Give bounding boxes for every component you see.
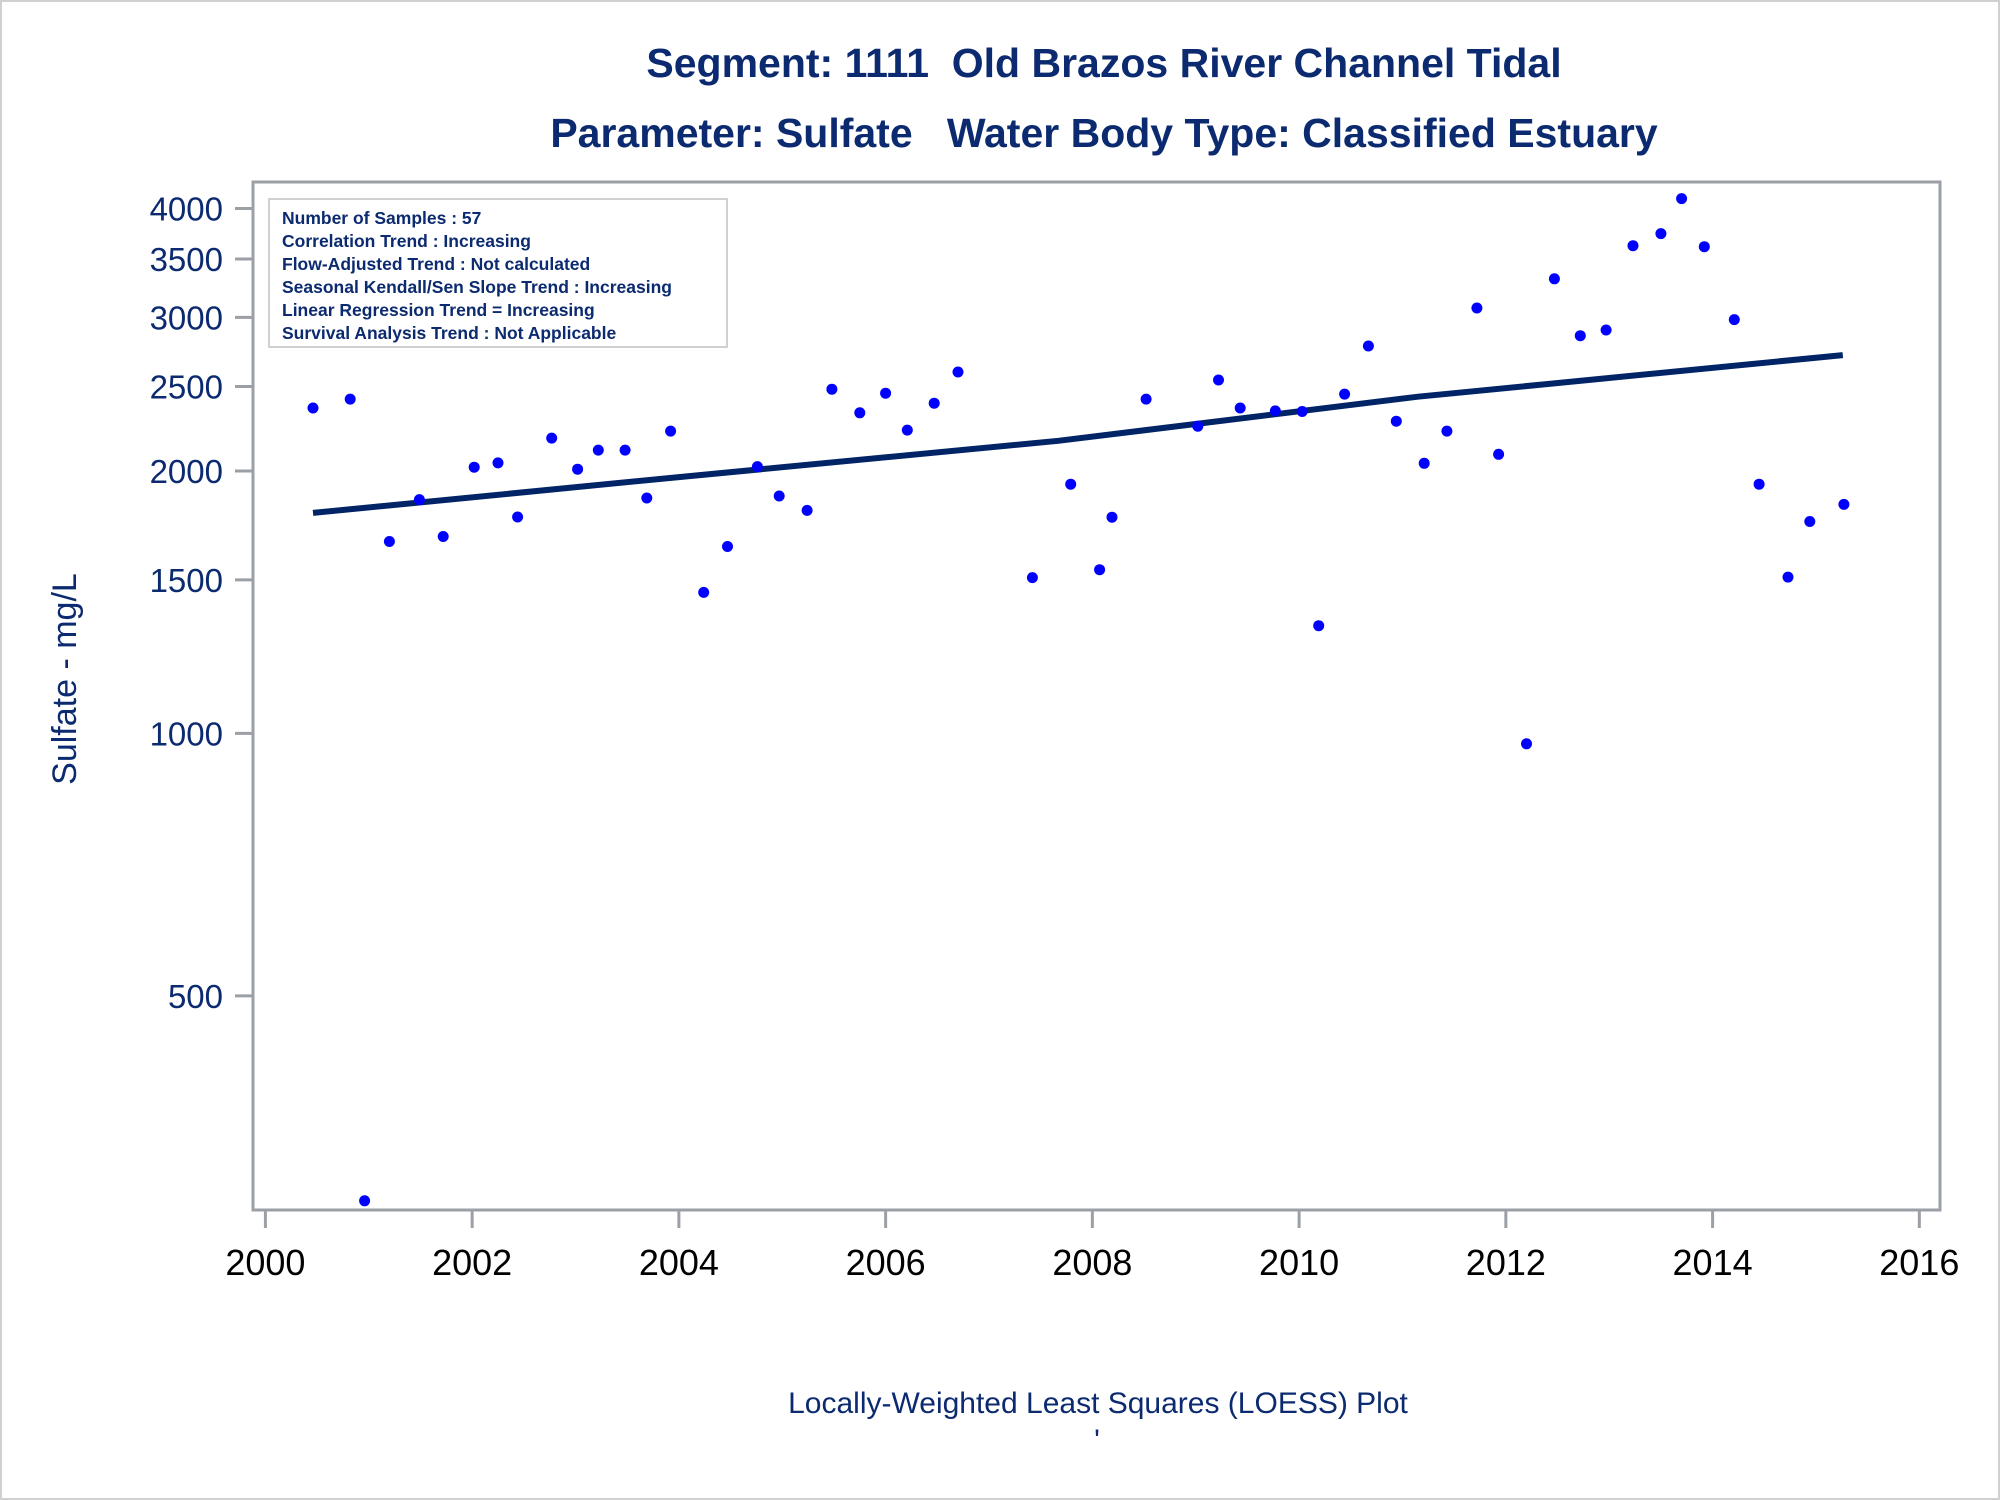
data-point — [359, 1195, 371, 1207]
data-point — [773, 490, 785, 502]
data-point — [1441, 425, 1453, 437]
x-tick-label: 2002 — [432, 1242, 512, 1283]
data-point — [1655, 228, 1667, 240]
y-tick-label: 3000 — [150, 299, 223, 336]
data-point — [1192, 420, 1204, 432]
data-point — [1574, 330, 1586, 342]
y-axis-label: Sulfate - mg/L — [46, 573, 84, 785]
data-point — [854, 407, 866, 419]
stat-linear-regression-trend: Linear Regression Trend = Increasing — [282, 300, 595, 320]
data-point — [1627, 240, 1639, 252]
data-point — [1094, 564, 1106, 576]
y-tick-label: 2000 — [150, 453, 223, 490]
stat-seasonal-kendall-trend: Seasonal Kendall/Sen Slope Trend : Incre… — [282, 277, 672, 297]
data-point — [619, 444, 631, 456]
data-point — [383, 536, 395, 547]
data-point — [880, 387, 892, 399]
data-point — [546, 432, 558, 444]
stat-number-of-samples: Number of Samples : 57 — [282, 208, 482, 228]
x-tick-label: 2000 — [225, 1242, 305, 1283]
data-point — [952, 366, 964, 378]
data-point — [1339, 388, 1351, 400]
data-point — [1471, 302, 1483, 314]
y-tick-label: 3500 — [150, 241, 223, 278]
x-tick-label: 2010 — [1259, 1242, 1339, 1283]
data-point — [698, 586, 710, 598]
y-tick-label: 500 — [168, 978, 223, 1015]
data-point — [1296, 406, 1308, 417]
data-point — [1418, 457, 1430, 469]
data-point — [801, 504, 813, 516]
data-point — [1065, 478, 1077, 490]
x-axis: 2000 2002 2004 2006 2008 2010 2012 2014 2016 — [225, 1210, 1959, 1283]
data-point — [592, 444, 604, 456]
data-point — [1838, 498, 1850, 510]
footnote-caption: Locally-Weighted Least Squares (LOESS) P… — [788, 1387, 1408, 1420]
plot-border — [251, 180, 1942, 1212]
data-point — [1804, 516, 1816, 527]
chart-title-line-1: Segment: 1111 Old Brazos River Channel T… — [646, 40, 1562, 86]
trend-stats-box: Number of Samples : 57 Correlation Trend… — [268, 198, 728, 348]
data-point — [572, 463, 584, 475]
data-point — [1140, 393, 1152, 405]
x-tick-label: 2016 — [1879, 1242, 1959, 1283]
x-tick-label: 2012 — [1466, 1242, 1546, 1283]
data-point — [1782, 571, 1794, 583]
data-points — [307, 193, 1850, 1207]
y-tick-label: 1500 — [150, 562, 223, 599]
footnote-mark: ' — [1094, 1424, 1100, 1457]
data-point — [468, 461, 480, 473]
data-point — [1213, 374, 1224, 386]
data-point — [665, 425, 677, 437]
data-point — [307, 402, 319, 414]
x-tick-label: 2014 — [1673, 1242, 1753, 1283]
y-tick-label: 2500 — [150, 368, 223, 405]
y-tick-label: 4000 — [150, 191, 223, 228]
data-point — [641, 492, 653, 504]
data-point — [1234, 402, 1246, 414]
data-point — [437, 531, 449, 542]
data-point — [751, 461, 763, 473]
stat-correlation-trend: Correlation Trend : Increasing — [282, 231, 531, 251]
data-point — [1676, 193, 1688, 205]
data-point — [1698, 241, 1710, 253]
data-point — [512, 511, 524, 523]
data-point — [492, 457, 504, 469]
data-point — [1493, 448, 1505, 460]
data-point — [1548, 273, 1560, 285]
plot-area — [251, 180, 1942, 1212]
y-axis: 500 1000 1500 2000 2500 3000 3500 4000 — [150, 191, 253, 1015]
x-tick-label: 2004 — [639, 1242, 719, 1283]
x-tick-label: 2006 — [846, 1242, 926, 1283]
data-point — [413, 494, 425, 506]
chart-title-line-2: Parameter: Sulfate Water Body Type: Clas… — [550, 110, 1658, 156]
stat-flow-adjusted-trend: Flow-Adjusted Trend : Not calculated — [282, 254, 591, 274]
data-point — [1362, 340, 1374, 352]
data-point — [1728, 314, 1740, 326]
data-point — [1390, 415, 1402, 427]
data-point — [1753, 478, 1765, 490]
stat-survival-analysis-trend: Survival Analysis Trend : Not Applicable — [282, 323, 617, 343]
data-point — [1106, 511, 1118, 523]
data-point — [1600, 324, 1612, 336]
data-point — [344, 393, 356, 405]
loess-trend-line — [312, 352, 1844, 516]
data-point — [901, 424, 913, 436]
data-point — [722, 541, 733, 552]
data-point — [1269, 405, 1281, 417]
data-point — [826, 383, 838, 395]
data-point — [1313, 620, 1325, 632]
y-tick-label: 1000 — [150, 715, 223, 752]
data-point — [1521, 738, 1532, 750]
data-point — [928, 397, 940, 409]
x-tick-label: 2008 — [1052, 1242, 1132, 1283]
data-point — [1026, 572, 1038, 584]
